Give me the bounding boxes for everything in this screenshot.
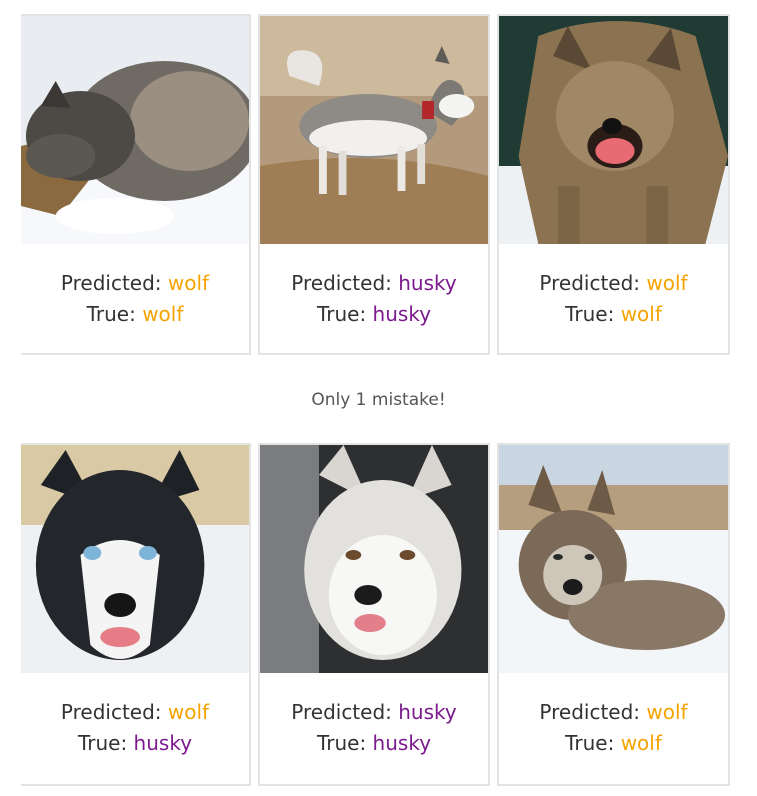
true-label: True: (86, 302, 143, 326)
prediction-card-4: Predicted: wolf True: husky (21, 443, 251, 786)
prediction-caption: Predicted: wolf True: wolf (499, 673, 728, 784)
predicted-label: Predicted: (60, 700, 168, 724)
true-value: wolf (142, 302, 184, 326)
predicted-value: husky (398, 700, 457, 724)
prediction-caption: Predicted: husky True: husky (260, 244, 488, 353)
true-label: True: (565, 302, 621, 326)
predicted-label: Predicted: (539, 271, 647, 295)
prediction-card-3: Predicted: wolf True: wolf (497, 14, 730, 355)
predicted-label: Predicted: (539, 700, 647, 724)
true-value: wolf (620, 731, 662, 755)
predicted-value: wolf (646, 700, 688, 724)
predicted-label: Predicted: (60, 271, 168, 295)
true-label: True: (77, 731, 134, 755)
prediction-caption: Predicted: wolf True: husky (21, 673, 249, 784)
predicted-value: husky (398, 271, 457, 295)
true-label: True: (316, 731, 373, 755)
predicted-value: wolf (167, 271, 210, 295)
true-value: husky (372, 731, 432, 755)
walking-husky-photo (260, 16, 488, 244)
true-value: husky (133, 731, 193, 755)
sleeping-wolf-photo (21, 16, 249, 244)
prediction-caption: Predicted: husky True: husky (260, 673, 488, 784)
true-value: husky (372, 302, 432, 326)
prediction-caption: Predicted: wolf True: wolf (499, 244, 728, 353)
prediction-caption: Predicted: wolf True: wolf (21, 244, 249, 353)
true-label: True: (565, 731, 621, 755)
snarling-wolf-photo (499, 16, 728, 244)
true-label: True: (316, 302, 373, 326)
true-value: wolf (620, 302, 662, 326)
predicted-value: wolf (167, 700, 210, 724)
blue-eyed-husky-photo (21, 445, 249, 673)
mistake-note: Only 1 mistake! (311, 390, 446, 410)
prediction-card-5: Predicted: husky True: husky (258, 443, 490, 786)
wolf-in-snow-photo (499, 445, 728, 673)
predicted-label: Predicted: (291, 271, 399, 295)
prediction-card-6: Predicted: wolf True: wolf (497, 443, 730, 786)
predicted-value: wolf (646, 271, 688, 295)
white-husky-photo (260, 445, 488, 673)
prediction-card-1: Predicted: wolf True: wolf (21, 14, 251, 355)
prediction-card-2: Predicted: husky True: husky (258, 14, 490, 355)
predicted-label: Predicted: (291, 700, 399, 724)
